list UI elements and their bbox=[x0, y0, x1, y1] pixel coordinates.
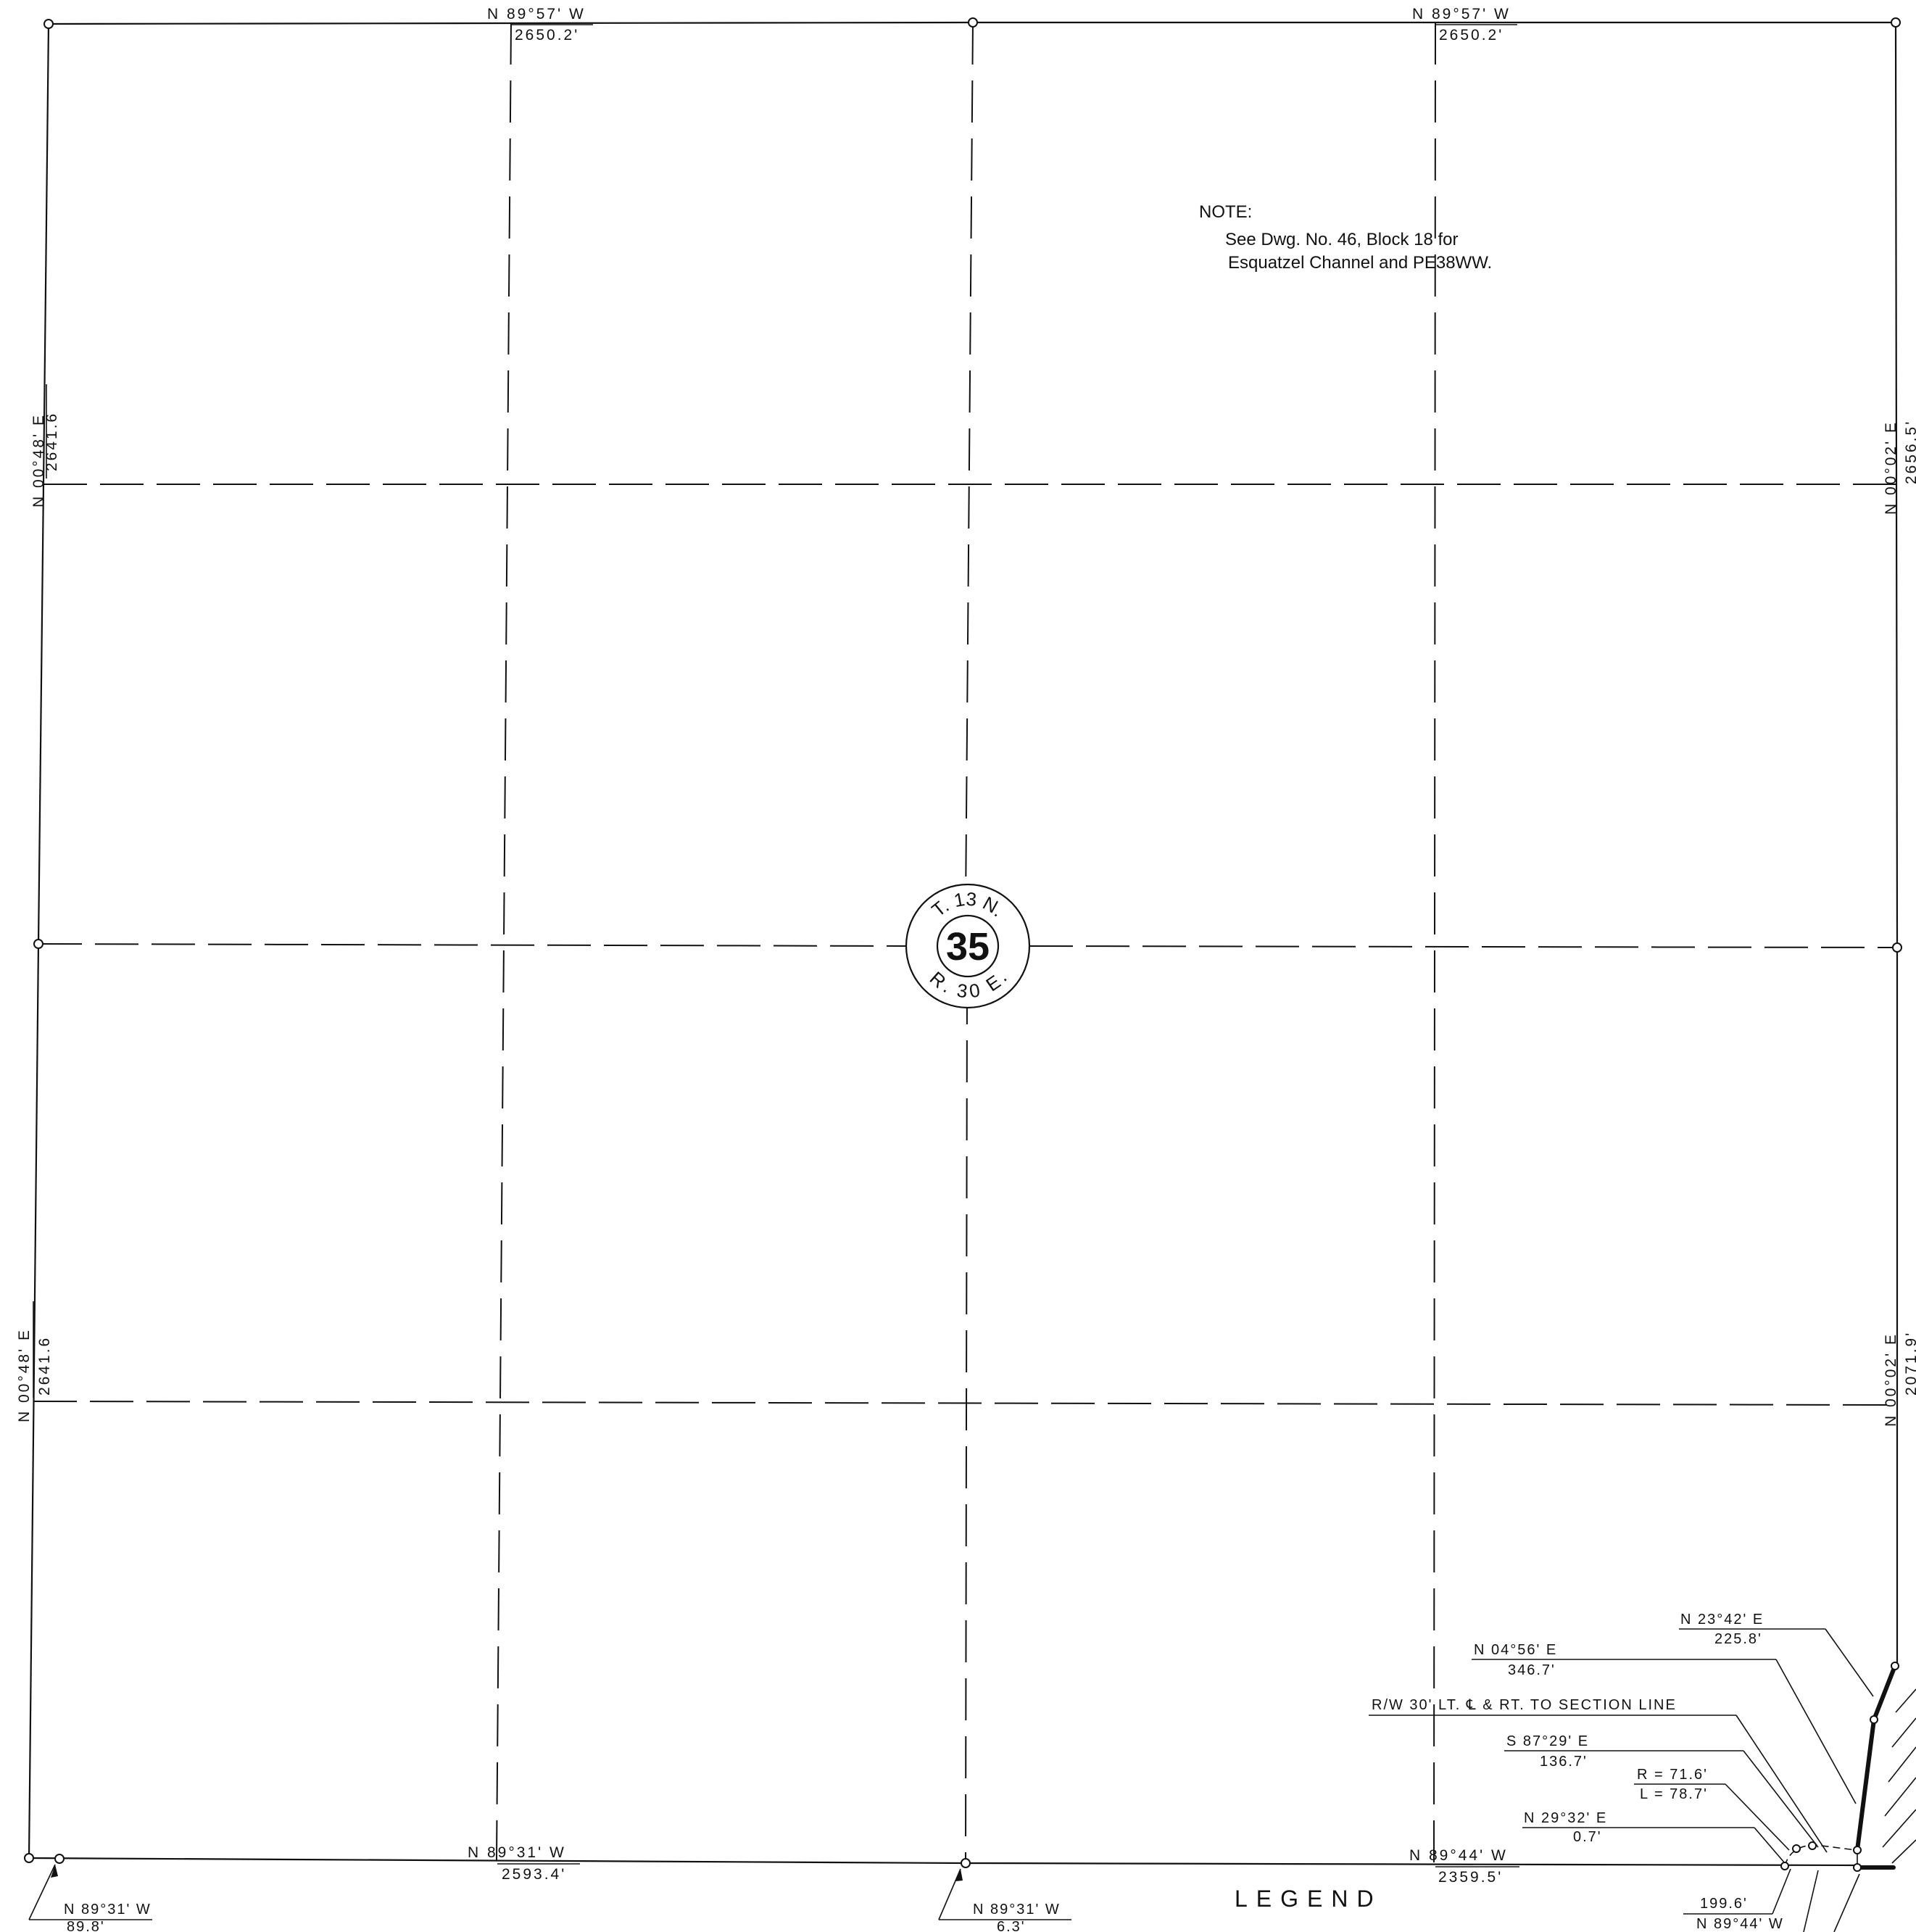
note-line-1: See Dwg. No. 46, Block 18 for bbox=[1225, 230, 1459, 249]
s-mid-tie-leader bbox=[938, 1868, 961, 1920]
legend-title: LEGEND bbox=[1235, 1886, 1382, 1912]
drawing-note: NOTE: See Dwg. No. 46, Block 18 for Esqu… bbox=[1199, 202, 1492, 273]
callout-3-distance: 136.7' bbox=[1540, 1754, 1588, 1770]
callout-3-leader bbox=[1743, 1750, 1819, 1848]
south-east-distance: 2359.5' bbox=[1438, 1869, 1503, 1886]
callout-2-distance: 346.7' bbox=[1508, 1662, 1556, 1678]
south-sixteenth-line bbox=[33, 1401, 1898, 1406]
s-mid-tie-distance: 6.3' bbox=[997, 1919, 1026, 1932]
callout-4-bearing: N 29°32' E bbox=[1524, 1810, 1607, 1826]
curve-radius: R = 71.6' bbox=[1637, 1767, 1708, 1783]
north-line-labels: N 89°57' W 2650.2' N 89°57' W 2650.2' bbox=[487, 6, 1517, 43]
section-number: 35 bbox=[946, 925, 990, 969]
row-leader bbox=[1735, 1715, 1828, 1853]
callout-6-leader bbox=[1803, 1870, 1819, 1932]
north-south-quarter-line-lower bbox=[965, 982, 968, 1864]
s-mid-tie-bearing: N 89°31' W bbox=[973, 1902, 1061, 1918]
south-line-labels: N 89°31' W 2593.4' N 89°44' W 2359.5' bbox=[468, 1844, 1519, 1886]
east-west-quarter-line-east bbox=[1029, 945, 1898, 948]
west-south-distance: 2641.6 bbox=[36, 1336, 53, 1396]
east-line-labels: N 00°02' E 2656.5' N 00°02' E 2071.9' bbox=[1883, 420, 1916, 1427]
west-north-bearing: N 00°48' E bbox=[30, 413, 47, 507]
row-width-label: R/W 30' LT. ℄ & RT. TO SECTION LINE bbox=[1372, 1697, 1677, 1713]
west-south-bearing: N 00°48' E bbox=[16, 1328, 33, 1422]
east-sixteenth-line bbox=[1433, 22, 1436, 1865]
north-east-bearing: N 89°57' W bbox=[1412, 6, 1511, 22]
west-north-distance: 2641.6 bbox=[43, 412, 60, 471]
callout-4-leader bbox=[1754, 1827, 1786, 1864]
nw-corner-marker bbox=[43, 19, 54, 29]
curve-leader bbox=[1725, 1783, 1790, 1851]
north-west-distance: 2650.2' bbox=[515, 27, 579, 43]
row-hatch-marks bbox=[1882, 1688, 1916, 1864]
callout-1-distance: 225.8' bbox=[1714, 1631, 1762, 1647]
south-section-line bbox=[28, 1857, 1857, 1867]
sw-tie-bearing: N 89°31' W bbox=[64, 1902, 152, 1918]
n-quarter-corner-marker bbox=[968, 17, 978, 28]
east-west-quarter-line-west bbox=[38, 943, 907, 947]
callout-7-leader bbox=[1833, 1873, 1860, 1932]
w-quarter-corner-marker bbox=[33, 939, 43, 949]
sw-tie-distance: 89.8' bbox=[67, 1919, 105, 1932]
east-south-distance: 2071.9' bbox=[1903, 1331, 1916, 1396]
row-centerline bbox=[1855, 1664, 1897, 1852]
sw-tie-leader bbox=[28, 1864, 56, 1920]
north-west-bearing: N 89°57' W bbox=[487, 6, 586, 22]
callout-2-bearing: N 04°56' E bbox=[1474, 1642, 1557, 1658]
east-north-bearing: N 00°02' E bbox=[1883, 420, 1899, 515]
note-title: NOTE: bbox=[1199, 202, 1252, 222]
ne-corner-marker bbox=[1891, 17, 1901, 28]
callout-1-bearing: N 23°42' E bbox=[1680, 1612, 1764, 1628]
south-ties: N 89°31' W 89.8' N 89°31' W 6.3' bbox=[28, 1864, 1071, 1932]
west-sixteenth-line bbox=[496, 22, 512, 1861]
sw-tie-marker bbox=[54, 1854, 65, 1864]
callout-2-leader bbox=[1775, 1659, 1857, 1804]
east-north-distance: 2656.5' bbox=[1903, 420, 1916, 484]
callout-1-leader bbox=[1825, 1628, 1874, 1697]
south-west-distance: 2593.4' bbox=[502, 1866, 566, 1883]
north-east-distance: 2650.2' bbox=[1439, 27, 1504, 43]
south-east-bearing: N 89°44' W bbox=[1409, 1847, 1508, 1864]
callout-5-bearing: N 89°44' W bbox=[1696, 1916, 1784, 1932]
corner-monuments bbox=[24, 17, 1902, 1868]
south-west-bearing: N 89°31' W bbox=[468, 1844, 566, 1861]
note-line-2: Esquatzel Channel and PE38WW. bbox=[1228, 253, 1492, 273]
north-south-quarter-line bbox=[965, 22, 974, 907]
west-line-labels: N 00°48' E 2641.6 N 00°48' E 2641.6 bbox=[16, 384, 60, 1422]
sw-corner-marker bbox=[24, 1853, 34, 1863]
callout-3-bearing: S 87°29' E bbox=[1506, 1733, 1589, 1749]
east-south-bearing: N 00°02' E bbox=[1883, 1332, 1899, 1427]
callout-5-distance: 199.6' bbox=[1700, 1896, 1748, 1912]
e-quarter-corner-marker bbox=[1892, 942, 1902, 953]
callout-4-distance: 0.7' bbox=[1573, 1829, 1602, 1845]
curve-length: L = 78.7' bbox=[1640, 1786, 1708, 1802]
s-quarter-corner-marker bbox=[961, 1858, 971, 1868]
subdivision-lines bbox=[33, 22, 1898, 1865]
section-number-badge: T. 13 N. 35 R. 30 E. bbox=[905, 883, 1031, 1009]
row-callouts: N 23°42' E 225.8' N 04°56' E 346.7' R/W … bbox=[1369, 1612, 1916, 1932]
callout-5-leader bbox=[1772, 1868, 1791, 1915]
